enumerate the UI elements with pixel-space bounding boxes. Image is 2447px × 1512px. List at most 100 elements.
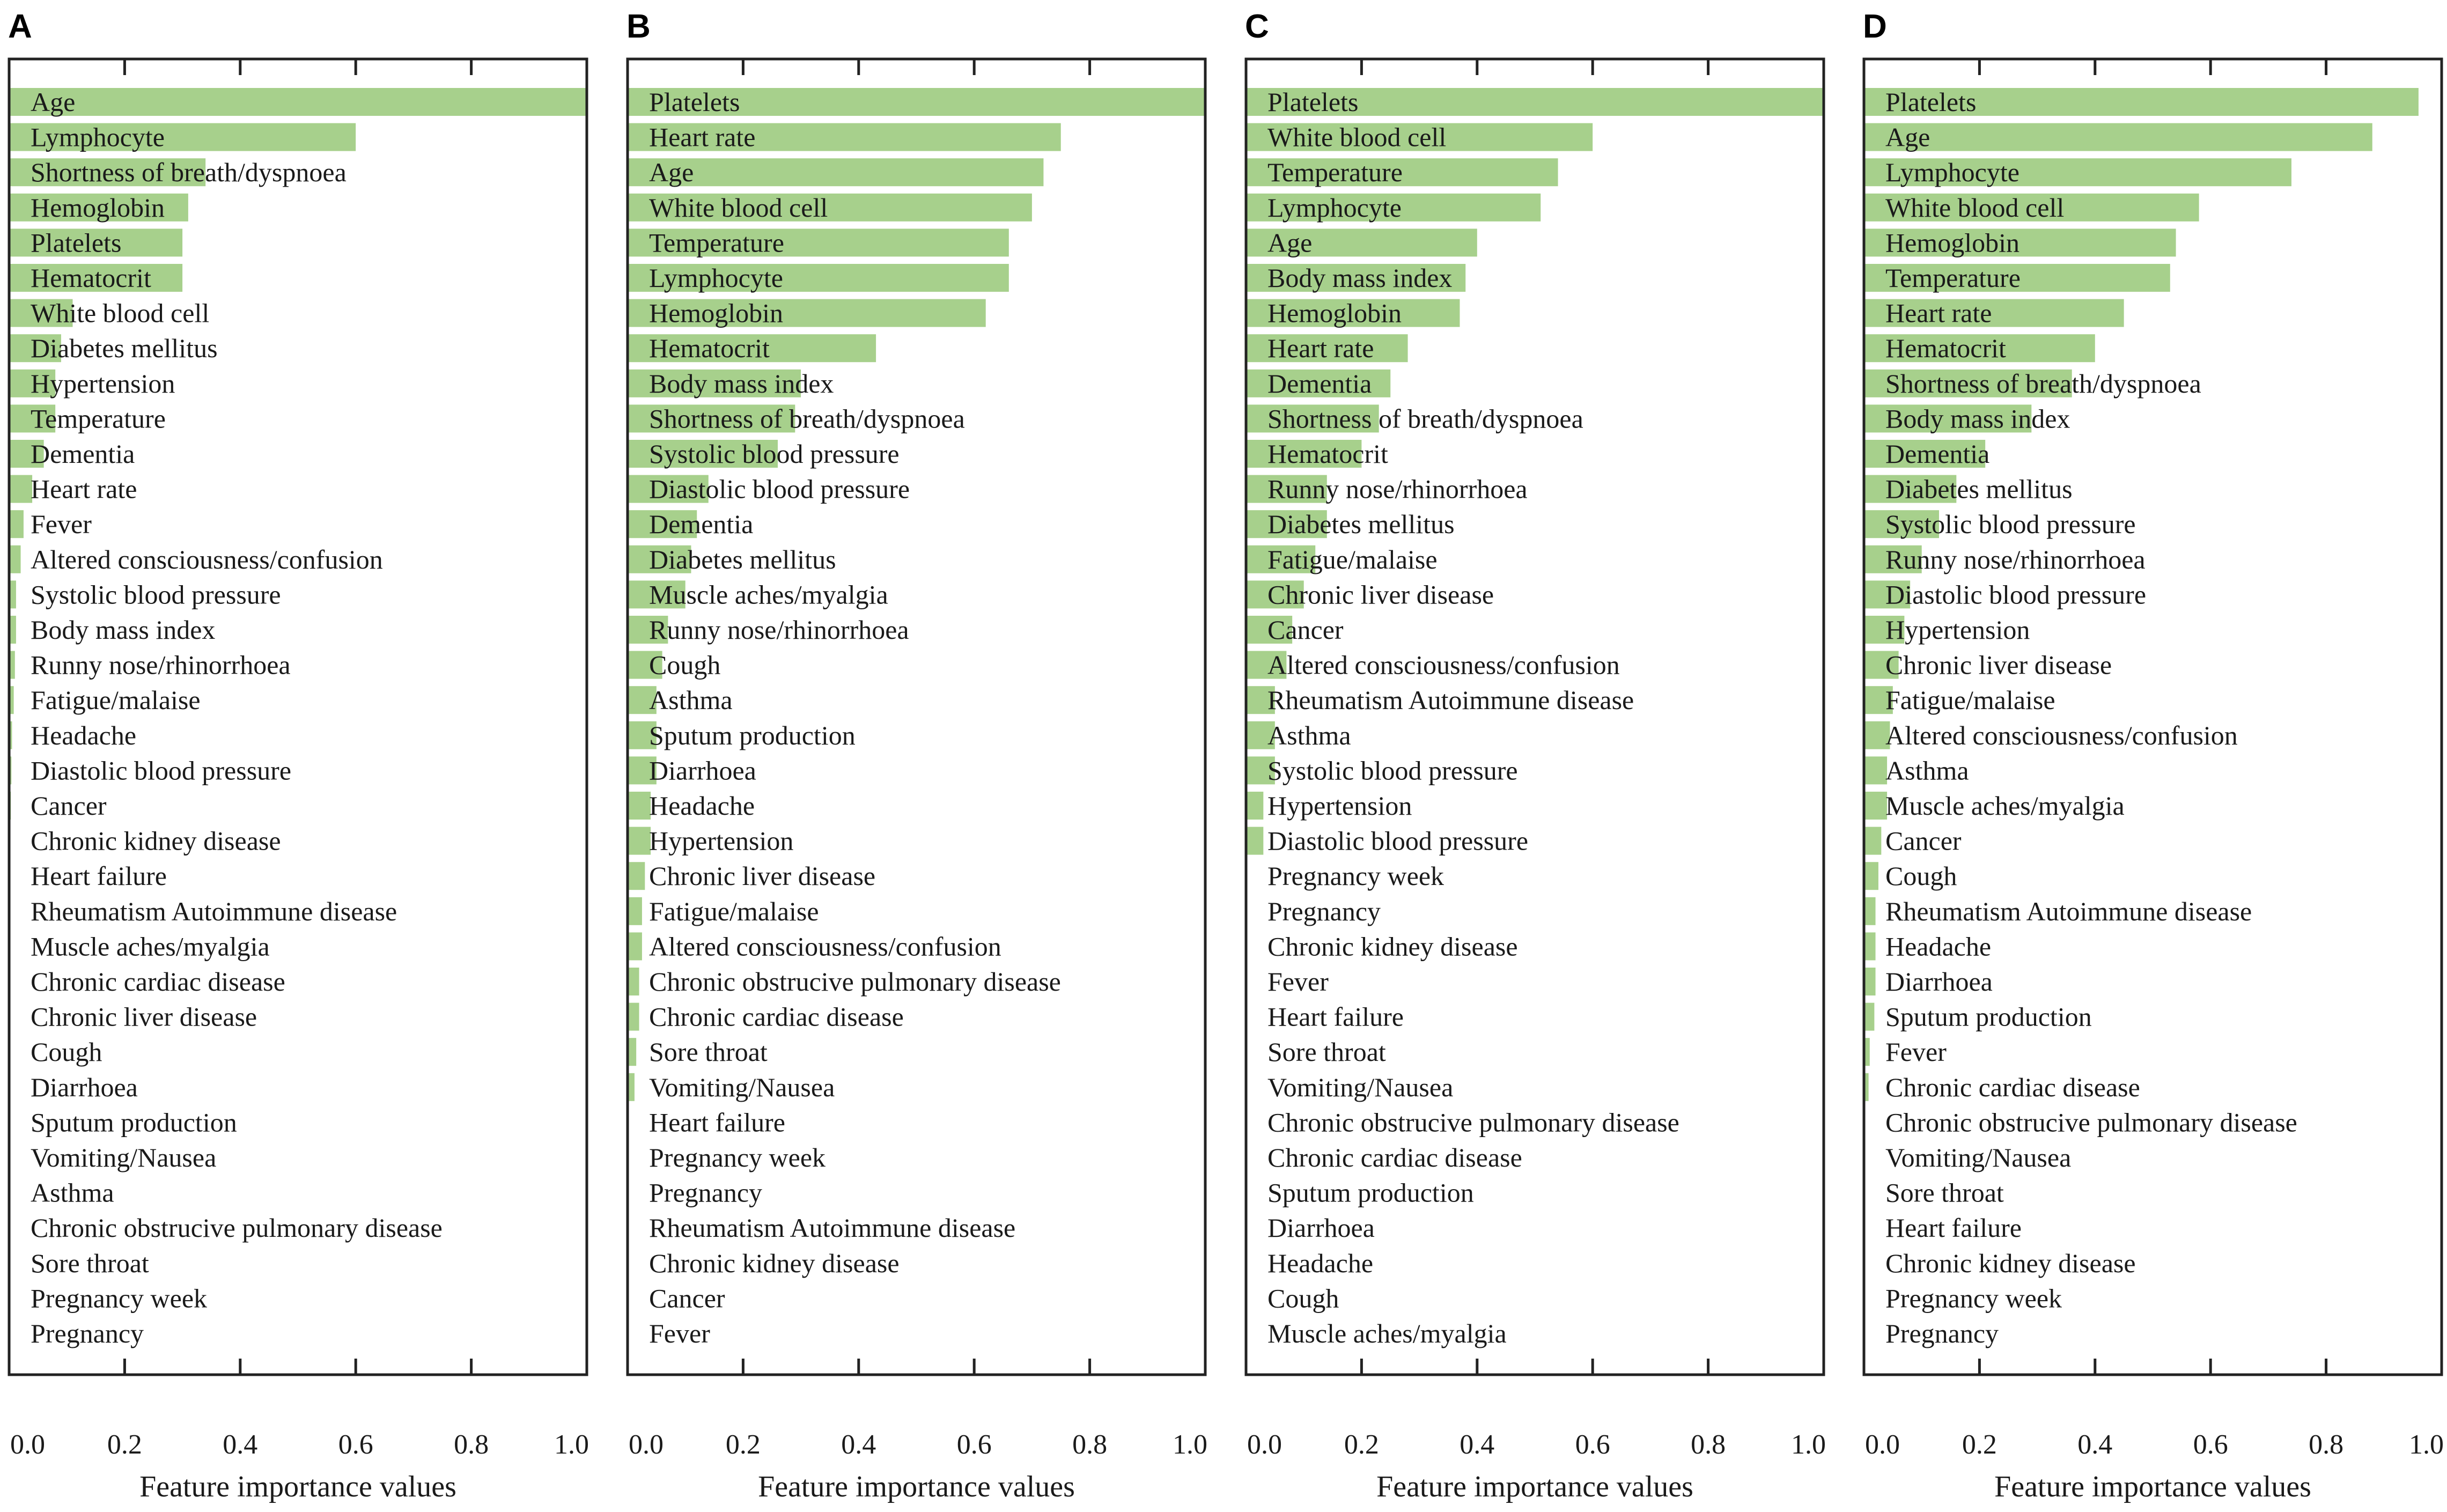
category-label: Chronic kidney disease <box>31 826 281 856</box>
category-label: Runny nose/rhinorrhoea <box>1267 474 1528 504</box>
category-label: Rheumatism Autoimmune disease <box>1267 685 1634 715</box>
category-label: Vomiting/Nausea <box>1885 1142 2071 1172</box>
category-label: Muscle aches/myalgia <box>649 579 888 609</box>
panel-letter: B <box>627 8 651 45</box>
category-label: Asthma <box>649 685 733 715</box>
x-tick-label: 0.8 <box>2309 1429 2343 1460</box>
category-label: Muscle aches/myalgia <box>1267 1318 1507 1348</box>
category-label: Body mass index <box>1267 263 1452 293</box>
panel-letter: C <box>1245 8 1269 45</box>
category-label: Hematocrit <box>1267 439 1388 469</box>
bar <box>628 545 691 573</box>
bar <box>9 616 16 644</box>
x-tick-label: 0.0 <box>1865 1429 1900 1460</box>
category-label: Heart rate <box>31 474 137 504</box>
x-tick-label: 0.6 <box>957 1429 992 1460</box>
category-label: Temperature <box>1267 157 1403 187</box>
plot-frame <box>626 57 1207 1376</box>
bar <box>1246 123 1593 151</box>
category-label: Chronic kidney disease <box>1885 1248 2136 1278</box>
bar <box>1246 264 1466 292</box>
category-label: Lymphocyte <box>1267 193 1402 223</box>
category-label: Runny nose/rhinorrhoea <box>1885 544 2146 574</box>
bar <box>628 1073 635 1101</box>
category-label: Sputum production <box>649 720 856 750</box>
x-axis-title: Feature importance values <box>1994 1470 2311 1503</box>
category-label: Runny nose/rhinorrhoea <box>31 650 291 680</box>
category-label: Cancer <box>1267 615 1344 645</box>
category-label: Diabetes mellitus <box>1885 474 2073 504</box>
category-label: Cough <box>1885 861 1957 891</box>
bar <box>9 404 56 433</box>
x-tick-label: 0.4 <box>841 1429 876 1460</box>
category-label: Heart failure <box>1267 1002 1404 1032</box>
bar <box>1864 228 2176 257</box>
x-tick-label: 0.4 <box>1460 1429 1494 1460</box>
category-label: Body mass index <box>31 615 215 645</box>
bar <box>9 510 24 539</box>
bar <box>9 334 61 363</box>
category-label: Systolic blood pressure <box>1885 509 2136 539</box>
category-label: Diastolic blood pressure <box>649 474 910 504</box>
x-tick-label: 0.8 <box>1072 1429 1107 1460</box>
category-label: Shortness of breath/dyspnoea <box>1885 368 2201 399</box>
category-label: Diabetes mellitus <box>31 333 218 363</box>
category-label: Diastolic blood pressure <box>1267 826 1528 856</box>
bar <box>1246 440 1362 468</box>
category-label: Hematocrit <box>1885 333 2006 363</box>
category-label: Hemoglobin <box>1267 298 1402 328</box>
bar <box>628 193 1032 222</box>
category-label: Diarrhoea <box>1267 1213 1375 1243</box>
category-label: Fever <box>31 509 92 539</box>
bar <box>1864 721 1890 749</box>
category-label: Diabetes mellitus <box>1267 509 1455 539</box>
x-tick-label: 0.4 <box>223 1429 257 1460</box>
category-label: Fever <box>1885 1037 1947 1067</box>
bar <box>1864 932 1876 961</box>
bar <box>628 123 1061 151</box>
category-label: Chronic cardiac disease <box>1267 1142 1522 1172</box>
bar <box>9 193 188 222</box>
category-label: Headache <box>1885 931 1991 961</box>
category-label: Rheumatism Autoimmune disease <box>31 896 397 926</box>
category-label: Pregnancy week <box>31 1283 207 1313</box>
bar <box>628 756 657 785</box>
bar <box>9 545 21 573</box>
x-tick-label: 0.2 <box>1344 1429 1379 1460</box>
category-label: Muscle aches/myalgia <box>31 931 270 961</box>
category-label: Sputum production <box>1267 1178 1474 1208</box>
bar <box>1246 193 1541 222</box>
category-label: Cough <box>649 650 720 680</box>
category-label: Sore throat <box>1885 1178 2004 1208</box>
category-label: Altered consciousness/confusion <box>1885 720 2238 750</box>
category-label: Pregnancy week <box>1885 1283 2062 1313</box>
bar <box>1864 580 1911 609</box>
bar <box>1246 299 1460 327</box>
category-label: Fatigue/malaise <box>1885 685 2055 715</box>
bar <box>628 792 651 820</box>
category-label: Chronic liver disease <box>649 861 875 891</box>
category-label: Chronic obstrucive pulmonary disease <box>31 1213 443 1243</box>
category-label: Diarrhoea <box>31 1072 138 1102</box>
category-label: Hemoglobin <box>1885 227 2019 257</box>
bar <box>1246 792 1264 820</box>
bar <box>9 475 33 503</box>
category-label: Cough <box>1267 1283 1339 1313</box>
x-tick-label: 1.0 <box>554 1429 589 1460</box>
plot-frame <box>8 57 588 1376</box>
bar <box>1864 334 2095 363</box>
bar <box>9 123 356 151</box>
panel-letter: A <box>8 8 32 45</box>
bar <box>628 897 642 925</box>
bar <box>9 721 12 749</box>
category-label: Heart rate <box>1885 298 1992 328</box>
bar <box>628 299 986 327</box>
x-tick-label: 0.0 <box>1247 1429 1282 1460</box>
bar <box>1864 862 1878 890</box>
bar <box>1864 651 1899 679</box>
bar <box>1246 88 1824 116</box>
category-label: Body mass index <box>1885 403 2070 433</box>
bar <box>628 580 686 609</box>
category-label: Chronic cardiac disease <box>1885 1072 2140 1102</box>
